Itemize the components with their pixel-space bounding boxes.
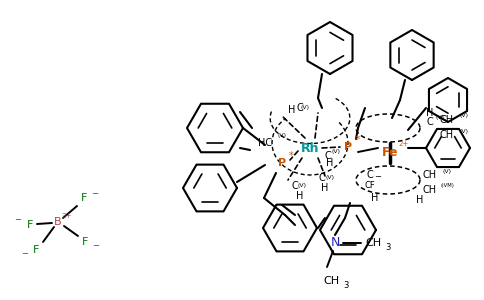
Text: CH: CH <box>323 276 339 286</box>
Text: F: F <box>27 220 33 230</box>
Text: Rh: Rh <box>301 142 319 154</box>
Text: *: * <box>354 135 360 145</box>
Text: (V): (V) <box>442 169 452 173</box>
Text: −: − <box>92 242 100 250</box>
Text: 3+: 3+ <box>62 213 72 219</box>
Text: (V): (V) <box>436 116 444 121</box>
Text: C: C <box>292 181 298 191</box>
Text: P: P <box>278 158 286 168</box>
Text: B: B <box>54 217 62 227</box>
Text: H: H <box>371 193 378 203</box>
Text: (V): (V) <box>277 134 287 139</box>
Text: CH: CH <box>365 238 381 248</box>
Text: (V): (V) <box>326 176 334 181</box>
Text: F: F <box>33 245 39 255</box>
Text: −: − <box>375 172 381 182</box>
Text: (V): (V) <box>332 149 341 154</box>
Text: 3: 3 <box>385 242 391 251</box>
Text: H: H <box>288 105 296 115</box>
Text: HC: HC <box>258 138 272 148</box>
Text: −: − <box>91 190 99 199</box>
Text: *: * <box>288 151 293 161</box>
Text: −: − <box>15 215 21 224</box>
Text: C: C <box>318 173 325 183</box>
Text: CH: CH <box>423 185 437 195</box>
Text: (V): (V) <box>301 104 309 110</box>
Text: F: F <box>81 193 87 203</box>
Text: Fe: Fe <box>382 146 398 160</box>
Text: 2+: 2+ <box>399 141 409 147</box>
Text: H: H <box>321 183 329 193</box>
Text: (V): (V) <box>459 128 469 134</box>
Text: H: H <box>416 195 424 205</box>
Text: (V): (V) <box>298 184 306 188</box>
Text: C: C <box>297 103 303 113</box>
Text: N: N <box>330 236 340 250</box>
Text: CH: CH <box>423 170 437 180</box>
Text: CF: CF <box>364 181 376 190</box>
Text: (IVM): (IVM) <box>440 184 454 188</box>
Text: C: C <box>325 151 332 161</box>
Text: CH: CH <box>440 130 454 140</box>
Text: H: H <box>326 158 333 168</box>
Text: H: H <box>296 191 303 201</box>
Text: −: − <box>21 250 29 259</box>
Text: C: C <box>426 117 433 127</box>
Text: P: P <box>344 142 352 152</box>
Text: (V): (V) <box>459 113 469 119</box>
Text: CH: CH <box>440 115 454 125</box>
Text: 3: 3 <box>343 280 348 290</box>
Text: C: C <box>366 170 373 180</box>
Text: F: F <box>82 237 88 247</box>
Text: H: H <box>426 108 434 118</box>
